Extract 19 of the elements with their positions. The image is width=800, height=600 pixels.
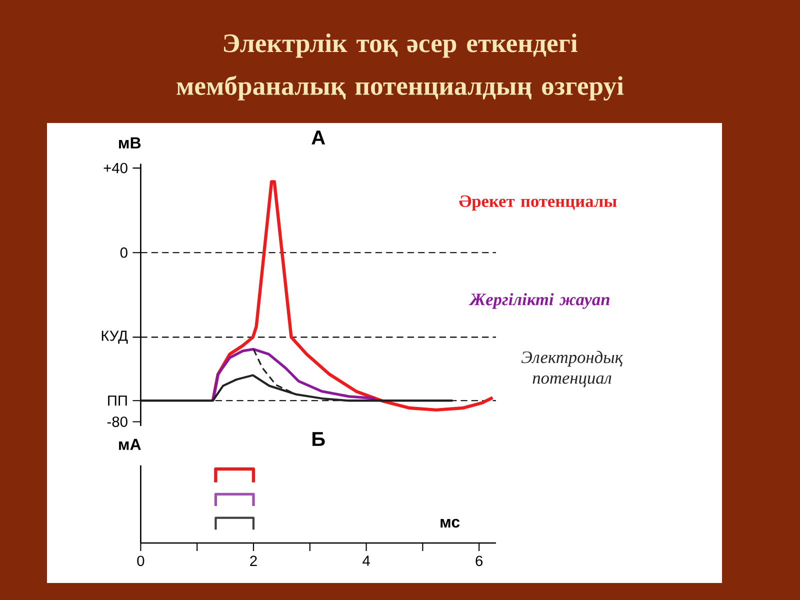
chart-title: Б bbox=[312, 432, 325, 446]
text: Жергілікті жауап bbox=[468, 293, 610, 309]
chart-subtitle: А bbox=[312, 130, 326, 144]
y-tick-label: +40 bbox=[104, 162, 128, 174]
x-tick-label: 6 bbox=[476, 556, 483, 566]
line-series bbox=[212, 348, 377, 402]
y-tick-label: КУД bbox=[102, 330, 128, 344]
x-tick-label: 0 bbox=[137, 556, 144, 566]
x-axis-title: мс bbox=[440, 518, 460, 528]
x-tick-label: 2 bbox=[250, 556, 257, 566]
y-tick-label: ПП bbox=[108, 396, 127, 406]
x-tick-label: 4 bbox=[362, 556, 370, 566]
chart-title: Электрлік тоқ әсер еткендегі мембраналық потенциалдың өзгеруі bbox=[176, 34, 624, 100]
y-axis-title: мВ bbox=[119, 137, 141, 148]
text: Электрондық потенциал bbox=[521, 350, 624, 388]
y-tick-label: 0 bbox=[120, 247, 128, 258]
text: Әрекет потенциалы bbox=[459, 195, 617, 211]
y-tick-label: -80 bbox=[107, 416, 128, 427]
y-axis-title: мА bbox=[119, 438, 141, 450]
